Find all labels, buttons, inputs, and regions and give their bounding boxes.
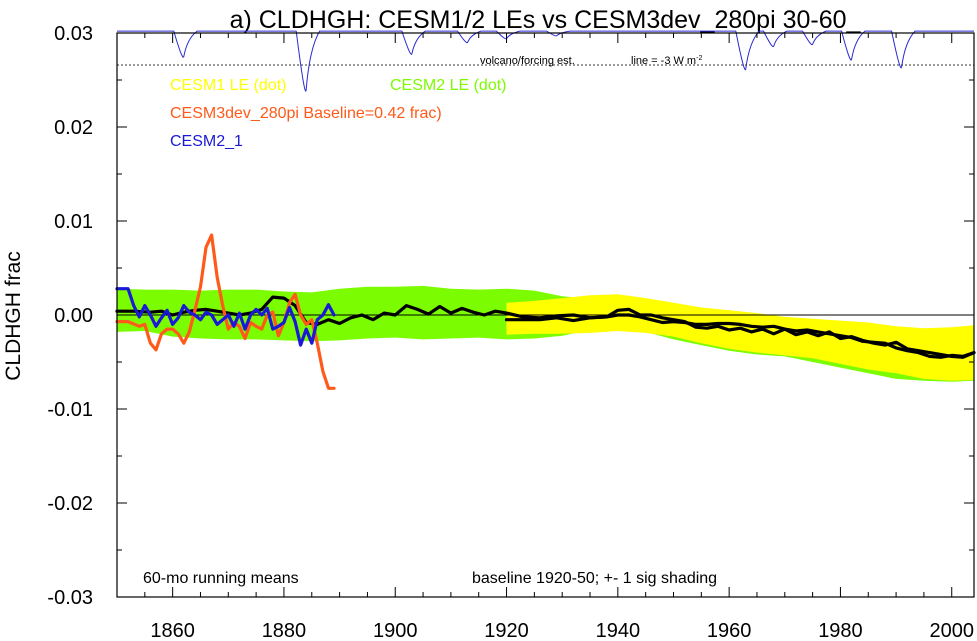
forcing-line-label-sup: -2 [696,55,702,62]
x-axis: 1860 1880 1900 1920 1940 1960 1980 2000 [116,33,974,641]
series-cesm2-1 [115,287,336,347]
y-tick-label: -0.03 [47,587,93,609]
legend-entry-cesm3dev: CESM3dev_280pi Baseline=0.42 frac) [170,105,442,122]
x-tick-label: 1940 [596,620,641,641]
y-axis-label: CLDHGH frac [2,251,25,381]
x-tick-label: 1920 [484,620,529,641]
y-tick-label: 0.00 [54,305,93,327]
x-tick-label: 1960 [707,620,752,641]
legend: CESM1 LE (dot) CESM2 LE (dot) CESM3dev_2… [170,77,506,150]
chart-title: a) CLDHGH: CESM1/2 LEs vs CESM3dev_280pi… [230,6,862,34]
y-tick-label: -0.02 [47,493,93,515]
legend-entry-cesm2-1: CESM2_1 [170,133,243,150]
band-cesm1-le-dot- [506,294,974,381]
forcing-line-label: line = -3 W m-2 [631,55,702,67]
y-tick-label: 0.02 [54,117,93,139]
series-cesm2-le-mean [115,295,976,359]
y-tick-label: 0.03 [54,23,93,45]
x-tick-label: 1900 [373,620,418,641]
x-tick-label: 1880 [262,620,307,641]
forcing-line-label-text: line = -3 W m [631,55,696,67]
running-mean-note: 60-mo running means [143,570,299,587]
x-tick-label: 1980 [818,620,863,641]
legend-entry-cesm2-le: CESM2 LE (dot) [390,77,506,94]
volcano-forcing-trace [117,30,974,92]
volcano-label: volcano/forcing est. [480,55,575,67]
plot-area [115,30,976,390]
x-tick-label: 1860 [150,620,195,641]
series-cesm1-le-mean [504,313,976,359]
y-tick-label: -0.01 [47,399,93,421]
baseline-note: baseline 1920-50; +- 1 sig shading [472,570,717,587]
legend-entry-cesm1-le: CESM1 LE (dot) [170,77,286,94]
y-tick-label: 0.01 [54,211,93,233]
x-tick-label: 2000 [929,620,974,641]
series-cesm3dev-280pi [115,233,336,390]
y-axis: 0.03 0.02 0.01 0.00 -0.01 -0.02 -0.03 [47,23,974,609]
